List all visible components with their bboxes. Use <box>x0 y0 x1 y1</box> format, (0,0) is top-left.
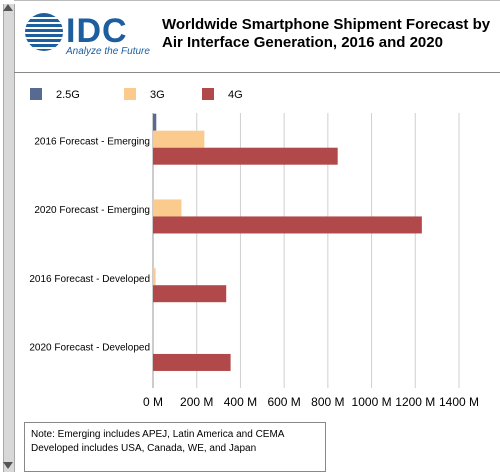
x-tick-label-1: 200 M <box>180 395 213 409</box>
legend-swatch-2-5g <box>30 88 42 100</box>
category-label-3: 2020 Forecast - Developed <box>29 343 150 354</box>
x-tick-label-0: 0 M <box>143 395 163 409</box>
scroll-down-arrow-icon[interactable] <box>3 462 13 469</box>
footnote-box: Note: Emerging includes APEJ, Latin Amer… <box>24 422 326 472</box>
bar-3g-0 <box>153 130 205 148</box>
legend-item-2-5g: 2.5G <box>30 88 80 101</box>
scroll-up-arrow-icon[interactable] <box>3 4 13 11</box>
top-border <box>14 0 500 1</box>
chart-title-line-2: Air Interface Generation, 2016 and 2020 <box>162 34 443 51</box>
category-label-2: 2016 Forecast - Developed <box>29 274 150 285</box>
bar-4g-2 <box>153 285 227 303</box>
logo-wordmark: IDC <box>66 12 128 50</box>
category-label-1: 2020 Forecast - Emerging <box>34 205 150 216</box>
chart-title-line-1: Worldwide Smartphone Shipment Forecast b… <box>162 16 491 33</box>
header-divider <box>14 72 500 73</box>
x-tick-label-5: 1000 M <box>352 395 392 409</box>
logo-tagline: Analyze the Future <box>66 46 150 57</box>
vertical-scrollbar[interactable] <box>3 4 15 472</box>
legend-swatch-3g <box>124 88 136 100</box>
legend-label-3g: 3G <box>150 89 165 101</box>
legend-swatch-4g <box>202 88 214 100</box>
bar-4g-0 <box>153 147 338 165</box>
footnote-line-1: Note: Emerging includes APEJ, Latin Amer… <box>31 429 285 440</box>
footnote-line-2: Developed includes USA, Canada, WE, and … <box>31 443 257 454</box>
bar-3g-1 <box>153 199 182 217</box>
legend-label-4g: 4G <box>228 89 243 101</box>
x-tick-label-7: 1400 M <box>439 395 479 409</box>
x-tick-label-6: 1200 M <box>395 395 435 409</box>
bar-2-5g-0 <box>153 113 157 131</box>
bar-3g-2 <box>153 268 156 286</box>
bar-4g-3 <box>153 353 231 371</box>
chart-title: Worldwide Smartphone Shipment Forecast b… <box>162 16 492 52</box>
x-tick-label-2: 400 M <box>224 395 257 409</box>
legend-item-3g: 3G <box>124 88 165 101</box>
idc-logo <box>24 10 154 60</box>
category-label-0: 2016 Forecast - Emerging <box>34 136 150 147</box>
idc-globe-icon <box>25 13 63 51</box>
x-tick-label-4: 800 M <box>311 395 344 409</box>
legend-item-4g: 4G <box>202 88 243 101</box>
legend-label-2-5g: 2.5G <box>56 89 80 101</box>
bar-4g-1 <box>153 216 422 234</box>
x-tick-label-3: 600 M <box>267 395 300 409</box>
